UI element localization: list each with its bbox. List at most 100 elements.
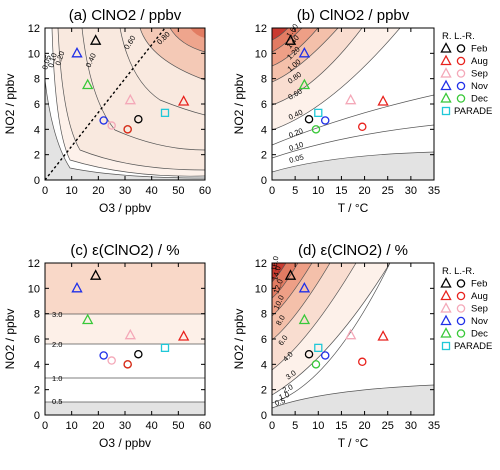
panel-b: 0.050.100.200.400.600.801.001.201.401.60… <box>232 7 492 215</box>
panel-b-xtick-label: 5 <box>292 185 298 197</box>
panel-a-ytick-label: 0 <box>34 175 40 187</box>
panel-d-ytick-label: 4 <box>261 359 267 371</box>
panel-c-contour-label: 3.0 <box>52 310 62 319</box>
panel-b-ytick-label: 0 <box>261 175 267 187</box>
legend-label-nov: Nov <box>471 81 488 92</box>
panel-a-point-sep <box>107 121 116 130</box>
panel-c-xtick-label: 10 <box>66 420 78 432</box>
legend-label-aug: Aug <box>471 291 488 302</box>
panel-d-point-nov <box>320 351 330 360</box>
panel-c-point-aug <box>177 330 190 341</box>
legend-marker-parade <box>441 106 451 116</box>
legend-marker-triangle-dec <box>440 327 452 338</box>
panel-b-point-aug <box>358 122 367 132</box>
panel-a-xtick-label: 50 <box>172 185 184 197</box>
panel-b-xlabel: T / °C <box>338 201 369 215</box>
legend-marker-triangle-feb <box>440 277 452 288</box>
panel-a-ytick-label: 12 <box>28 23 40 35</box>
panel-d-contour-label: 14.0 <box>270 265 282 281</box>
panel-a-point-aug <box>123 125 132 134</box>
panel-b-ytick-label: 4 <box>261 124 267 136</box>
panel-d-xtick-label: 0 <box>269 420 275 432</box>
panel-d-title: (d) ε(ClNO2) / % <box>298 242 408 259</box>
panel-b-point-r-l-r <box>284 34 297 45</box>
panel-d-point-r-l-r <box>284 269 297 280</box>
legend-label-r-l-r: R. L.-R. <box>442 31 475 42</box>
panel-a-point-dec <box>81 78 94 90</box>
legend-marker-triangle-aug <box>440 289 452 301</box>
legend-label-feb: Feb <box>471 279 487 290</box>
panel-c-ytick-label: 10 <box>28 283 40 295</box>
legend-marker-triangle-aug <box>440 54 452 66</box>
panel-c: 0.5 1.0 2.0 3.0 0 10 20 30 40 50 60 0 2 4 6 8 10 12 (c) … <box>3 242 211 450</box>
legend-marker-circle-feb <box>456 279 466 288</box>
panel-d-xtick-label: 25 <box>382 420 394 432</box>
panel-c-point-aug <box>123 360 132 369</box>
panel-d-point-parade <box>314 343 323 353</box>
panel-a-xtick-label: 40 <box>146 185 158 197</box>
panel-d-point-feb <box>304 349 314 359</box>
panel-b-point-sep <box>344 93 357 105</box>
legend-marker-circle-nov <box>456 81 466 91</box>
panel-b-ytick-label: 6 <box>261 99 267 111</box>
panel-a-point-nov <box>71 46 83 58</box>
panel-c-point-sep <box>124 328 137 340</box>
panel-c-ytick-label: 0 <box>34 410 40 422</box>
panel-a-xlabel: O3 / ppbv <box>99 201 151 215</box>
panel-d-contour-label: 1.0 <box>278 390 291 402</box>
panel-d-xtick-label: 20 <box>358 420 370 432</box>
panel-d-point-sep <box>344 328 357 340</box>
legend-label-parade: PARADE <box>454 341 492 352</box>
panel-a-xtick-label: 60 <box>199 185 211 197</box>
panel-d-ytick-label: 2 <box>261 385 267 397</box>
legend-marker-circle-aug <box>456 56 466 66</box>
panel-c-xtick-label: 0 <box>42 420 48 432</box>
panel-c-xtick-label: 60 <box>199 420 211 432</box>
panel-a-point-aug <box>177 95 190 106</box>
legend-marker-triangle-sep <box>440 302 452 313</box>
panel-a-ylabel: NO2 / ppbv <box>3 74 17 135</box>
legend-marker-triangle-nov <box>440 79 452 91</box>
legend-marker-circle-feb <box>456 44 466 53</box>
panel-d-xlabel: T / °C <box>338 436 369 450</box>
legend-marker-circle-nov <box>456 316 466 326</box>
panel-d-xtick-label: 30 <box>405 420 417 432</box>
panel-a-ytick-label: 6 <box>34 99 40 111</box>
panel-c-ytick-label: 4 <box>34 359 40 371</box>
panel-c-point-r-l-r <box>89 269 102 280</box>
panel-b-point-dec <box>298 78 311 90</box>
panel-c-point-nov <box>71 281 83 293</box>
panel-b-xtick-label: 30 <box>405 185 417 197</box>
panel-b-ytick-label: 12 <box>255 23 267 35</box>
legend-marker-triangle-feb <box>440 42 452 53</box>
panel-a-title: (a) ClNO2 / ppbv <box>69 7 182 24</box>
legend-label-dec: Dec <box>471 94 488 105</box>
panel-b-point-nov <box>298 46 311 58</box>
panel-b-contour-label: 0.10 <box>288 140 305 153</box>
panel-c-xtick-label: 40 <box>146 420 158 432</box>
panel-a-point-parade <box>160 108 170 118</box>
legend-marker-circle-sep <box>456 304 466 313</box>
panel-b-xtick-label: 35 <box>428 185 440 197</box>
panel-a-xtick-label: 30 <box>119 185 131 197</box>
legend-label-r-l-r: R. L.-R. <box>442 266 475 277</box>
legend-marker-circle-sep <box>456 69 466 78</box>
panel-c-xtick-label: 30 <box>119 420 131 432</box>
panel-b-xtick-label: 20 <box>358 185 370 197</box>
panel-d-ylabel: NO2 / ppbv <box>232 309 246 370</box>
panel-b-ylabel: NO2 / ppbv <box>232 74 246 135</box>
panel-b-point-aug <box>377 95 389 106</box>
legend-marker-triangle-nov <box>440 314 452 326</box>
panel-a-contours <box>45 28 205 180</box>
panel-b-xtick-label: 25 <box>382 185 394 197</box>
panel-d-xtick-label: 10 <box>312 420 324 432</box>
panel-c-point-feb <box>134 349 143 359</box>
panel-a-point-sep <box>124 93 137 105</box>
panel-c-title: (c) ε(ClNO2) / % <box>70 242 179 259</box>
panel-c-ytick-label: 8 <box>34 309 40 321</box>
panel-d-ytick-label: 10 <box>255 283 267 295</box>
panel-a-ytick-label: 8 <box>34 74 40 86</box>
panel-d-point-dec <box>298 313 311 325</box>
